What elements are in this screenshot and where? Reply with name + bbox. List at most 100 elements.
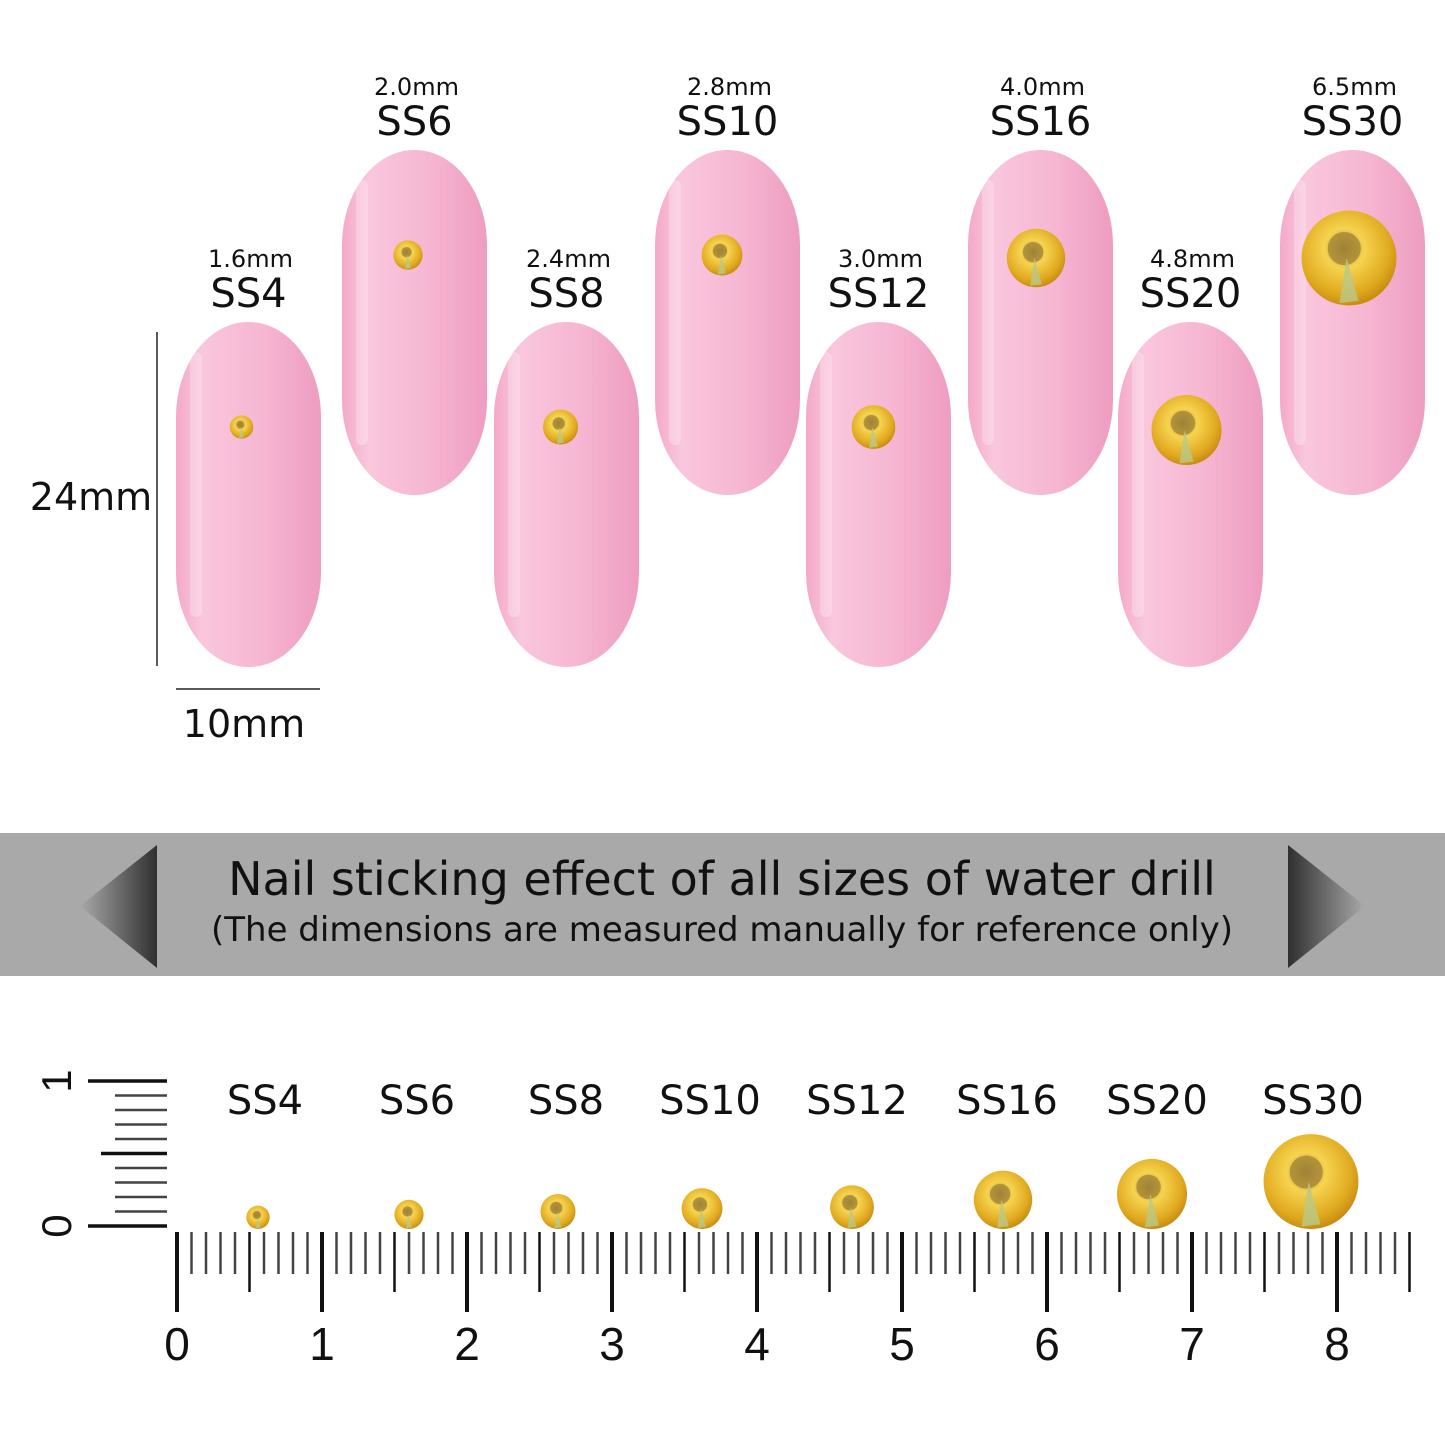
ruler-label: 4: [744, 1318, 770, 1370]
ruler-size-label: SS10: [659, 1078, 761, 1124]
banner-subtitle: (The dimensions are measured manually fo…: [211, 910, 1233, 950]
ruler: 0 1 2 3 4 5 6 7 8 0 1: [33, 1069, 1411, 1370]
nail-shape: [1118, 322, 1263, 667]
ruler-label: 3: [599, 1318, 625, 1370]
size-name-label: SS12: [828, 271, 930, 317]
size-name-label: SS6: [376, 99, 452, 145]
size-mm-label: 4.0mm: [1000, 73, 1085, 101]
rhinestone: [851, 405, 896, 449]
rhinestone-facet: [406, 1214, 412, 1229]
rhinestone: [1116, 1158, 1188, 1229]
rhinestone-facet: [847, 1207, 857, 1228]
nail-highlight: [982, 180, 994, 445]
ruler-label: 2: [454, 1318, 480, 1370]
size-name-label: SS16: [990, 99, 1092, 145]
rhinestone-facet: [405, 255, 411, 269]
rhinestone-facet: [255, 1217, 261, 1229]
rhinestone: [393, 240, 423, 270]
size-name-label: SS20: [1140, 271, 1242, 317]
size-mm-label: 2.4mm: [526, 245, 611, 273]
rhinestone-table: [552, 417, 565, 430]
rhinestone: [681, 1188, 723, 1230]
rhinestone-facet: [239, 427, 244, 439]
nail-highlight: [1132, 352, 1144, 617]
rhinestone: [1006, 228, 1066, 288]
ruler-size-label: SS8: [528, 1078, 604, 1124]
rhinestone-table: [236, 420, 245, 429]
nail-highlight: [356, 180, 368, 445]
rhinestone-facet: [697, 1208, 707, 1228]
nail-highlight: [190, 352, 202, 617]
size-mm-label: 3.0mm: [838, 245, 923, 273]
nail-shape: [968, 150, 1113, 495]
arrow-right-icon: [1288, 845, 1365, 968]
rhinestone-table: [1170, 410, 1196, 436]
ruler-size-label: SS16: [956, 1078, 1058, 1124]
size-name-label: SS30: [1302, 99, 1404, 145]
rhinestone: [1263, 1134, 1359, 1230]
nails-group: 1.6mmSS42.0mmSS62.4mmSS82.8mmSS103.0mmSS…: [176, 73, 1425, 667]
rhinestone-facet: [556, 427, 565, 444]
ruler-size-label: SS12: [806, 1078, 908, 1124]
rhinestone-facet: [1301, 1181, 1321, 1227]
rhinestone-table: [989, 1183, 1011, 1205]
size-mm-label: 2.8mm: [687, 73, 772, 101]
ruler-label: 6: [1034, 1318, 1060, 1370]
size-mm-label: 6.5mm: [1312, 73, 1397, 101]
ruler-size-label: SS30: [1262, 1078, 1364, 1124]
bottom-stones: SS4 SS6 SS8 SS10 SS12 SS16 SS20 SS30: [227, 1078, 1364, 1230]
rhinestone-facet: [1144, 1193, 1160, 1228]
rhinestone: [1151, 394, 1222, 466]
rhinestone-table: [252, 1210, 261, 1220]
rhinestone: [830, 1185, 874, 1229]
rhinestone: [701, 234, 743, 276]
banner: Nail sticking effect of all sizes of wat…: [0, 833, 1445, 976]
height-dimension: 24mm: [30, 332, 158, 666]
banner-background: [0, 833, 1445, 976]
rhinestone-table: [401, 246, 412, 258]
rhinestone-facet: [717, 255, 727, 275]
rhinestone: [394, 1199, 424, 1229]
rhinestone: [229, 415, 254, 439]
ruler-label: 1: [309, 1318, 335, 1370]
rhinestone-facet: [1030, 258, 1042, 286]
width-label: 10mm: [183, 702, 305, 746]
rhinestone: [540, 1193, 576, 1229]
rhinestone-table: [402, 1206, 413, 1217]
size-name-label: SS4: [210, 271, 286, 317]
rhinestone: [1301, 210, 1397, 306]
ruler-vertical-label: 0: [33, 1214, 80, 1237]
nail-highlight: [1294, 180, 1306, 445]
nail-shape: [494, 322, 639, 667]
width-dimension: 10mm: [176, 688, 320, 746]
rhinestone-table: [842, 1195, 858, 1211]
rhinestone-table: [1327, 231, 1361, 266]
size-name-label: SS8: [528, 271, 604, 317]
ruler-size-label: SS20: [1106, 1078, 1208, 1124]
rhinestone-table: [712, 243, 728, 259]
rhinestone-table: [863, 414, 879, 431]
size-mm-label: 1.6mm: [208, 245, 293, 273]
rhinestone-table: [1136, 1174, 1161, 1200]
rhinestone: [246, 1205, 270, 1229]
ruler-label: 8: [1324, 1318, 1350, 1370]
ruler-label: 7: [1179, 1318, 1205, 1370]
nail-highlight: [669, 180, 681, 445]
rhinestone: [973, 1170, 1033, 1230]
rhinestone-table: [1022, 241, 1044, 263]
banner-title: Nail sticking effect of all sizes of wat…: [228, 852, 1216, 906]
ruler-size-label: SS4: [227, 1078, 303, 1124]
ruler-size-label: SS6: [379, 1078, 455, 1124]
size-mm-label: 4.8mm: [1150, 245, 1235, 273]
size-mm-label: 2.0mm: [374, 73, 459, 101]
rhinestone-table: [692, 1197, 708, 1212]
rhinestone-table: [1289, 1155, 1323, 1189]
